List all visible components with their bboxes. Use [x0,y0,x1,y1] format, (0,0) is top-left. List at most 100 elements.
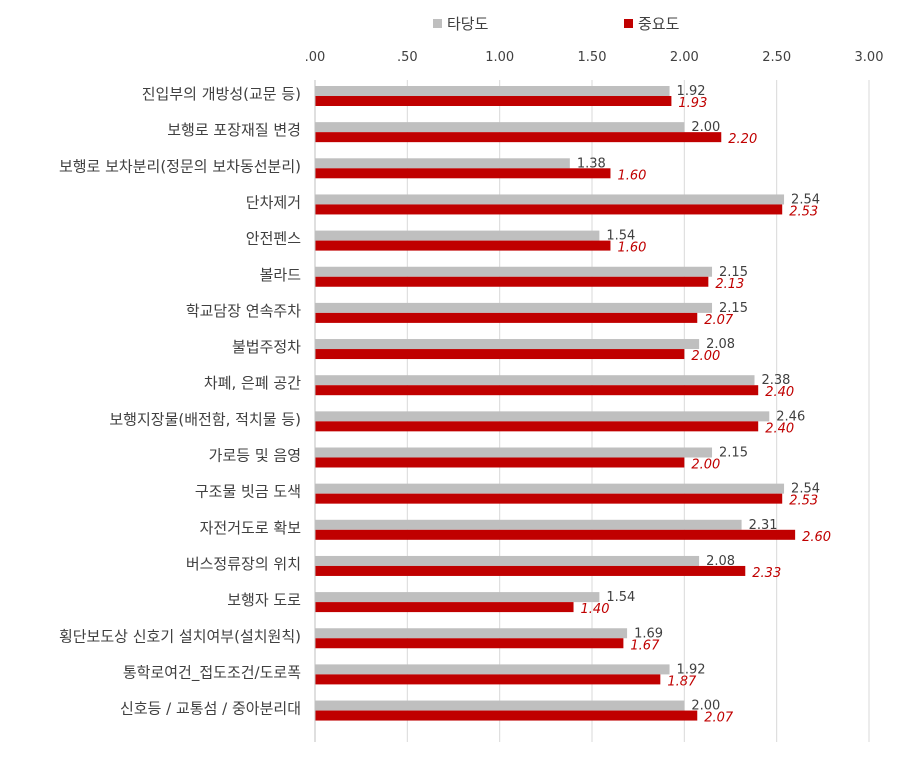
bar-validity [315,411,770,422]
bar-validity [315,592,600,603]
bar-validity [315,375,755,386]
bar-validity [315,664,670,675]
category-label: 보행로 보차분리(정문의 보차동선분리) [59,157,301,175]
category-label: 학교담장 연속주차 [186,302,301,320]
legend-label: 타당도 [447,15,489,33]
category-label: 단차제거 [246,193,301,211]
bars [315,86,796,721]
bar-importance [315,312,698,323]
bar-validity [315,230,600,241]
bar-validity [315,519,742,530]
legend-label: 중요도 [638,15,680,33]
category-label: 진입부의 개방성(교문 등) [142,85,301,103]
data-label-validity: 1.92 [677,662,706,677]
x-tick-label: 2.50 [762,50,791,65]
x-tick-label: .00 [305,50,326,65]
category-label: 신호등 / 교통섬 / 중아분리대 [120,700,301,718]
bar-importance [315,602,574,613]
data-label-validity: 2.46 [776,409,805,424]
data-label-importance: 2.13 [715,277,744,292]
data-label-validity: 2.15 [719,301,748,316]
x-tick-label: 3.00 [855,50,884,65]
data-label-validity: 2.15 [719,446,748,461]
bar-importance [315,240,611,251]
bar-validity [315,483,785,494]
bar-importance [315,132,722,143]
x-tick-label: .50 [397,50,418,65]
data-label-validity: 2.08 [706,337,735,352]
category-label: 불법주정차 [232,338,301,356]
data-label-importance: 2.00 [691,349,720,364]
data-label-validity: 1.92 [677,84,706,99]
data-label-validity: 1.54 [606,590,635,605]
category-label: 자전거도로 확보 [200,519,302,537]
bar-validity [315,266,713,277]
category-label: 통학로여건_접도조건/도로폭 [123,663,301,682]
data-label-validity: 2.31 [749,518,778,533]
data-label-validity: 2.15 [719,265,748,280]
bar-importance [315,421,759,432]
category-label: 보행로 포장재질 변경 [167,121,301,139]
bar-validity [315,447,713,458]
bar-importance [315,457,685,468]
data-label-validity: 1.69 [634,626,663,641]
category-label: 버스정류장의 위치 [186,555,301,573]
data-label-validity: 2.08 [706,554,735,569]
bar-validity [315,158,570,169]
bar-validity [315,86,670,96]
bar-validity [315,628,628,639]
bar-importance [315,710,698,721]
data-label-validity: 2.00 [691,699,720,714]
data-label-importance: 2.07 [704,711,734,726]
category-label: 횡단보도상 신호기 설치여부(설치원칙) [59,627,301,645]
bar-importance [315,385,759,396]
data-label-validity: 1.54 [606,229,635,244]
data-label-importance: 1.60 [617,241,646,256]
legend: 타당도 중요도 [433,15,680,33]
bar-importance [315,276,709,287]
bar-importance [315,638,624,649]
data-label-importance: 2.40 [765,421,794,436]
x-axis-ticks: .00 .50 1.00 1.50 2.00 2.50 3.00 [305,50,884,65]
bar-importance [315,565,746,576]
data-label-importance: 2.53 [789,204,818,219]
bar-importance [315,349,685,360]
x-tick-label: 2.00 [670,50,699,65]
data-labels: 1.921.932.002.201.381.602.542.531.541.60… [577,84,831,726]
x-tick-label: 1.00 [485,50,514,65]
bar-validity [315,122,685,133]
data-label-importance: 1.67 [630,638,660,653]
data-label-importance: 2.53 [789,494,818,509]
data-label-validity: 2.54 [791,482,820,497]
bar-importance [315,168,611,179]
bar-importance [315,529,796,540]
data-label-validity: 2.00 [691,120,720,135]
bar-importance [315,493,783,504]
bar-validity [315,339,700,350]
legend-swatch [624,19,633,28]
data-label-importance: 1.93 [678,96,707,111]
data-label-importance: 2.33 [752,566,781,581]
legend-swatch [433,19,442,28]
bar-importance [315,96,672,106]
data-label-validity: 1.38 [577,156,606,171]
category-label: 구조물 빗금 도색 [195,483,301,501]
bar-importance [315,674,661,685]
bar-validity [315,555,700,566]
bar-validity [315,302,713,313]
data-label-importance: 2.07 [704,313,734,328]
category-label: 가로등 및 음영 [209,447,301,465]
category-label: 보행지장물(배전함, 적치물 등) [109,410,301,428]
category-label: 볼라드 [260,266,302,284]
data-label-importance: 1.60 [617,168,646,183]
data-label-importance: 2.40 [765,385,794,400]
bar-importance [315,204,783,215]
bar-validity [315,194,785,205]
category-label: 차폐, 은폐 공간 [204,374,301,392]
data-label-validity: 2.38 [762,373,791,388]
bar-validity [315,700,685,711]
data-label-importance: 1.87 [667,674,697,689]
category-label: 안전펜스 [246,230,301,248]
